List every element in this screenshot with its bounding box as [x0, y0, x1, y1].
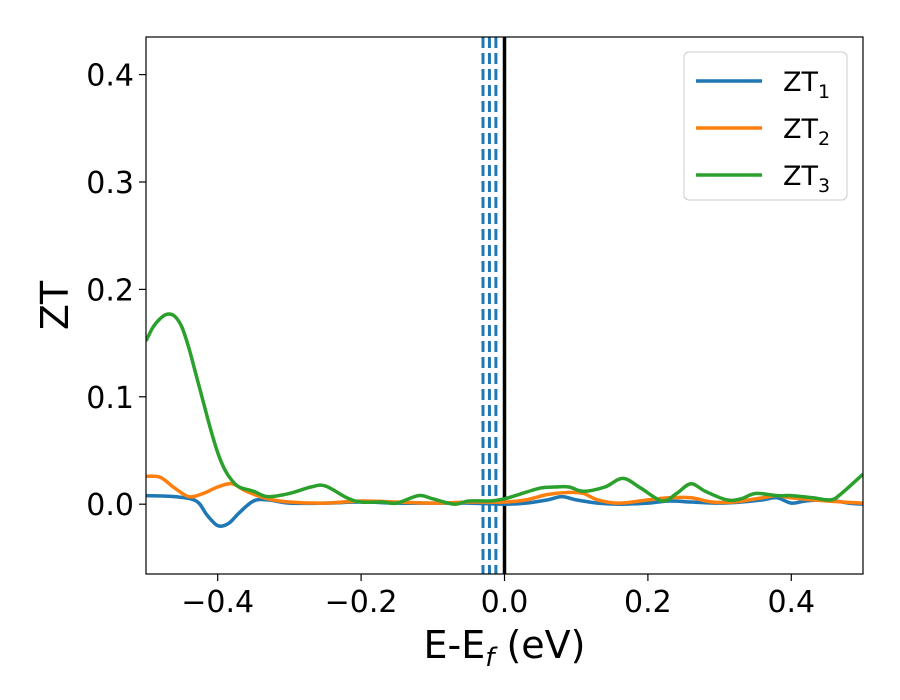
x-axis-label: E-Ef (eV): [424, 623, 586, 673]
x-tick-label: −0.2: [325, 585, 398, 620]
plot-content: [146, 37, 863, 574]
x-tick-label: 0.2: [624, 585, 672, 620]
x-axis-ticks: −0.4 −0.2 0.0 0.2 0.4: [181, 574, 815, 620]
x-tick-label: 0.4: [767, 585, 815, 620]
y-tick-label: 0.4: [86, 59, 134, 94]
legend-label-zt3: ZT3: [783, 161, 830, 197]
y-axis-label: ZT: [33, 280, 77, 330]
series-line-zt1: [146, 493, 863, 528]
legend-label-zt2: ZT2: [783, 114, 830, 150]
x-tick-label: 0.0: [481, 585, 529, 620]
series-line-zt2: [146, 474, 863, 505]
y-axis-ticks: 0.0 0.1 0.2 0.3 0.4: [86, 59, 146, 523]
y-tick-label: 0.2: [86, 273, 134, 308]
legend-label-zt1: ZT1: [783, 67, 830, 103]
y-tick-label: 0.3: [86, 166, 134, 201]
legend-box: [683, 51, 848, 201]
legend: ZT1 ZT2 ZT3: [683, 51, 848, 201]
plot-area: [146, 37, 863, 574]
series-line-zt3: [146, 312, 863, 506]
x-tick-label: −0.4: [181, 585, 254, 620]
y-tick-label: 0.0: [86, 488, 134, 523]
y-tick-label: 0.1: [86, 381, 134, 416]
